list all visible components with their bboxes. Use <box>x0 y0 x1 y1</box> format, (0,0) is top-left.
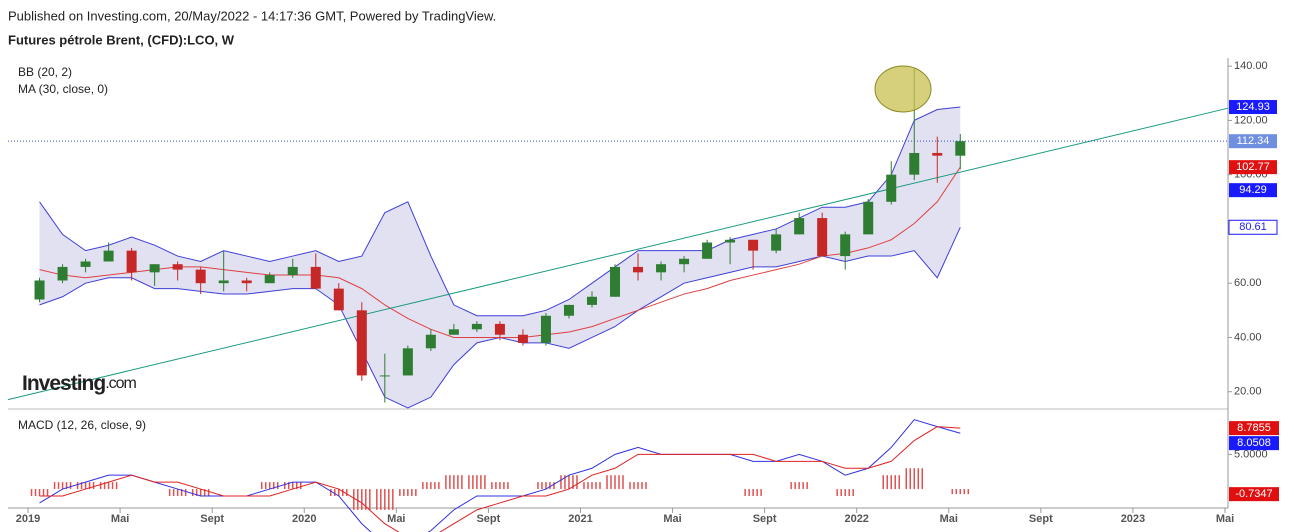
candle-body <box>241 280 252 284</box>
candle-body <box>610 266 621 297</box>
candle-body <box>402 348 413 376</box>
candle-body <box>540 315 551 343</box>
x-tick-label: 2020 <box>292 513 316 525</box>
candle-body <box>379 375 390 377</box>
candle-body <box>656 264 667 273</box>
x-tick-label: Mai <box>940 513 958 525</box>
candle-body <box>633 266 644 273</box>
candle-body <box>932 152 943 156</box>
candle-body <box>563 304 574 316</box>
candle-body <box>218 280 229 284</box>
y-tick-label: 140.00 <box>1234 60 1268 72</box>
macd-label-box <box>1229 487 1279 502</box>
macd-1 <box>39 426 961 532</box>
bb-legend: BB (20, 2) <box>18 65 72 79</box>
macd-label: -0.7347 <box>1235 488 1272 500</box>
y-tick-label: 60.00 <box>1234 277 1262 289</box>
price-label-box <box>1229 100 1277 115</box>
candle-body <box>909 152 920 175</box>
chart-title: Futures pétrole Brent, (CFD):LCO, W <box>8 32 235 47</box>
candle-body <box>287 266 298 276</box>
candle-body <box>333 288 344 311</box>
candle-body <box>356 310 367 376</box>
candle-body <box>748 239 759 251</box>
highlight-ellipse <box>874 65 932 113</box>
candle-body <box>771 234 782 251</box>
macd-label-box <box>1229 436 1279 451</box>
candle-body <box>126 250 137 273</box>
price-label-box <box>1229 183 1277 198</box>
candle-body <box>471 323 482 330</box>
trendline <box>7 107 1229 401</box>
candle-body <box>425 334 436 349</box>
x-tick-label: 2019 <box>16 513 40 525</box>
x-tick-label: 2023 <box>1121 513 1145 525</box>
candle-body <box>264 275 275 284</box>
plot-layer: 20.0040.0060.0080.00100.00120.00140.0020… <box>7 60 1279 532</box>
x-tick-label: Sept <box>476 513 500 525</box>
price-label: 112.34 <box>1237 135 1270 147</box>
candle-body <box>955 141 966 156</box>
x-tick-label: Mai <box>1216 513 1234 525</box>
candle-body <box>794 218 805 235</box>
logo: Investing.com <box>22 372 137 395</box>
candle-body <box>494 323 505 335</box>
x-tick-label: Mai <box>111 513 129 525</box>
x-tick-label: Sept <box>200 513 224 525</box>
price-label: 102.77 <box>1236 161 1270 173</box>
candle-body <box>57 266 68 281</box>
x-tick-label: 2022 <box>844 513 868 525</box>
candle-body <box>310 266 321 289</box>
macd-0 <box>39 419 961 532</box>
y-tick-label: 5.0000 <box>1234 448 1268 460</box>
price-label-box <box>1229 134 1277 149</box>
candle-body <box>586 296 597 305</box>
y-tick-label: 120.00 <box>1234 114 1268 126</box>
price-label-box <box>1228 219 1278 235</box>
candle-body <box>149 264 160 273</box>
x-tick-label: 2021 <box>568 513 592 525</box>
candle-body <box>679 258 690 265</box>
bb-upper <box>39 106 961 317</box>
candle-body <box>103 250 114 262</box>
candle-body <box>34 280 45 300</box>
candle-body <box>517 334 528 343</box>
macd-label-box <box>1229 421 1279 436</box>
logo-suffix: .com <box>105 375 136 392</box>
candle-body <box>172 264 183 270</box>
macd-label: 8.0508 <box>1237 437 1271 449</box>
x-tick-label: Mai <box>387 513 405 525</box>
price-label: 94.29 <box>1239 184 1267 196</box>
bb-band-fill <box>39 107 961 408</box>
price-label-box <box>1229 160 1277 175</box>
published-note: Published on Investing.com, 20/May/2022 … <box>8 8 496 23</box>
price-label: 124.93 <box>1236 101 1270 113</box>
candle-body <box>817 218 828 257</box>
ma-legend: MA (30, close, 0) <box>18 82 108 96</box>
candle-body <box>863 201 874 235</box>
candle-body <box>702 242 713 259</box>
macd-legend: MACD (12, 26, close, 9) <box>18 418 146 432</box>
candle-body <box>448 329 459 335</box>
y-tick-label: 40.00 <box>1234 331 1262 343</box>
x-tick-label: Sept <box>1029 513 1053 525</box>
candle-body <box>725 239 736 243</box>
price-label: 80.61 <box>1239 221 1267 233</box>
candle-body <box>840 234 851 257</box>
candle-body <box>886 174 897 202</box>
logo-main: Investing <box>22 372 105 395</box>
macd-label: 8.7855 <box>1237 422 1271 434</box>
candle-body <box>195 269 206 284</box>
x-tick-label: Mai <box>663 513 681 525</box>
x-tick-label: Sept <box>753 513 777 525</box>
y-tick-label: 20.00 <box>1234 386 1262 398</box>
candle-body <box>80 261 91 267</box>
